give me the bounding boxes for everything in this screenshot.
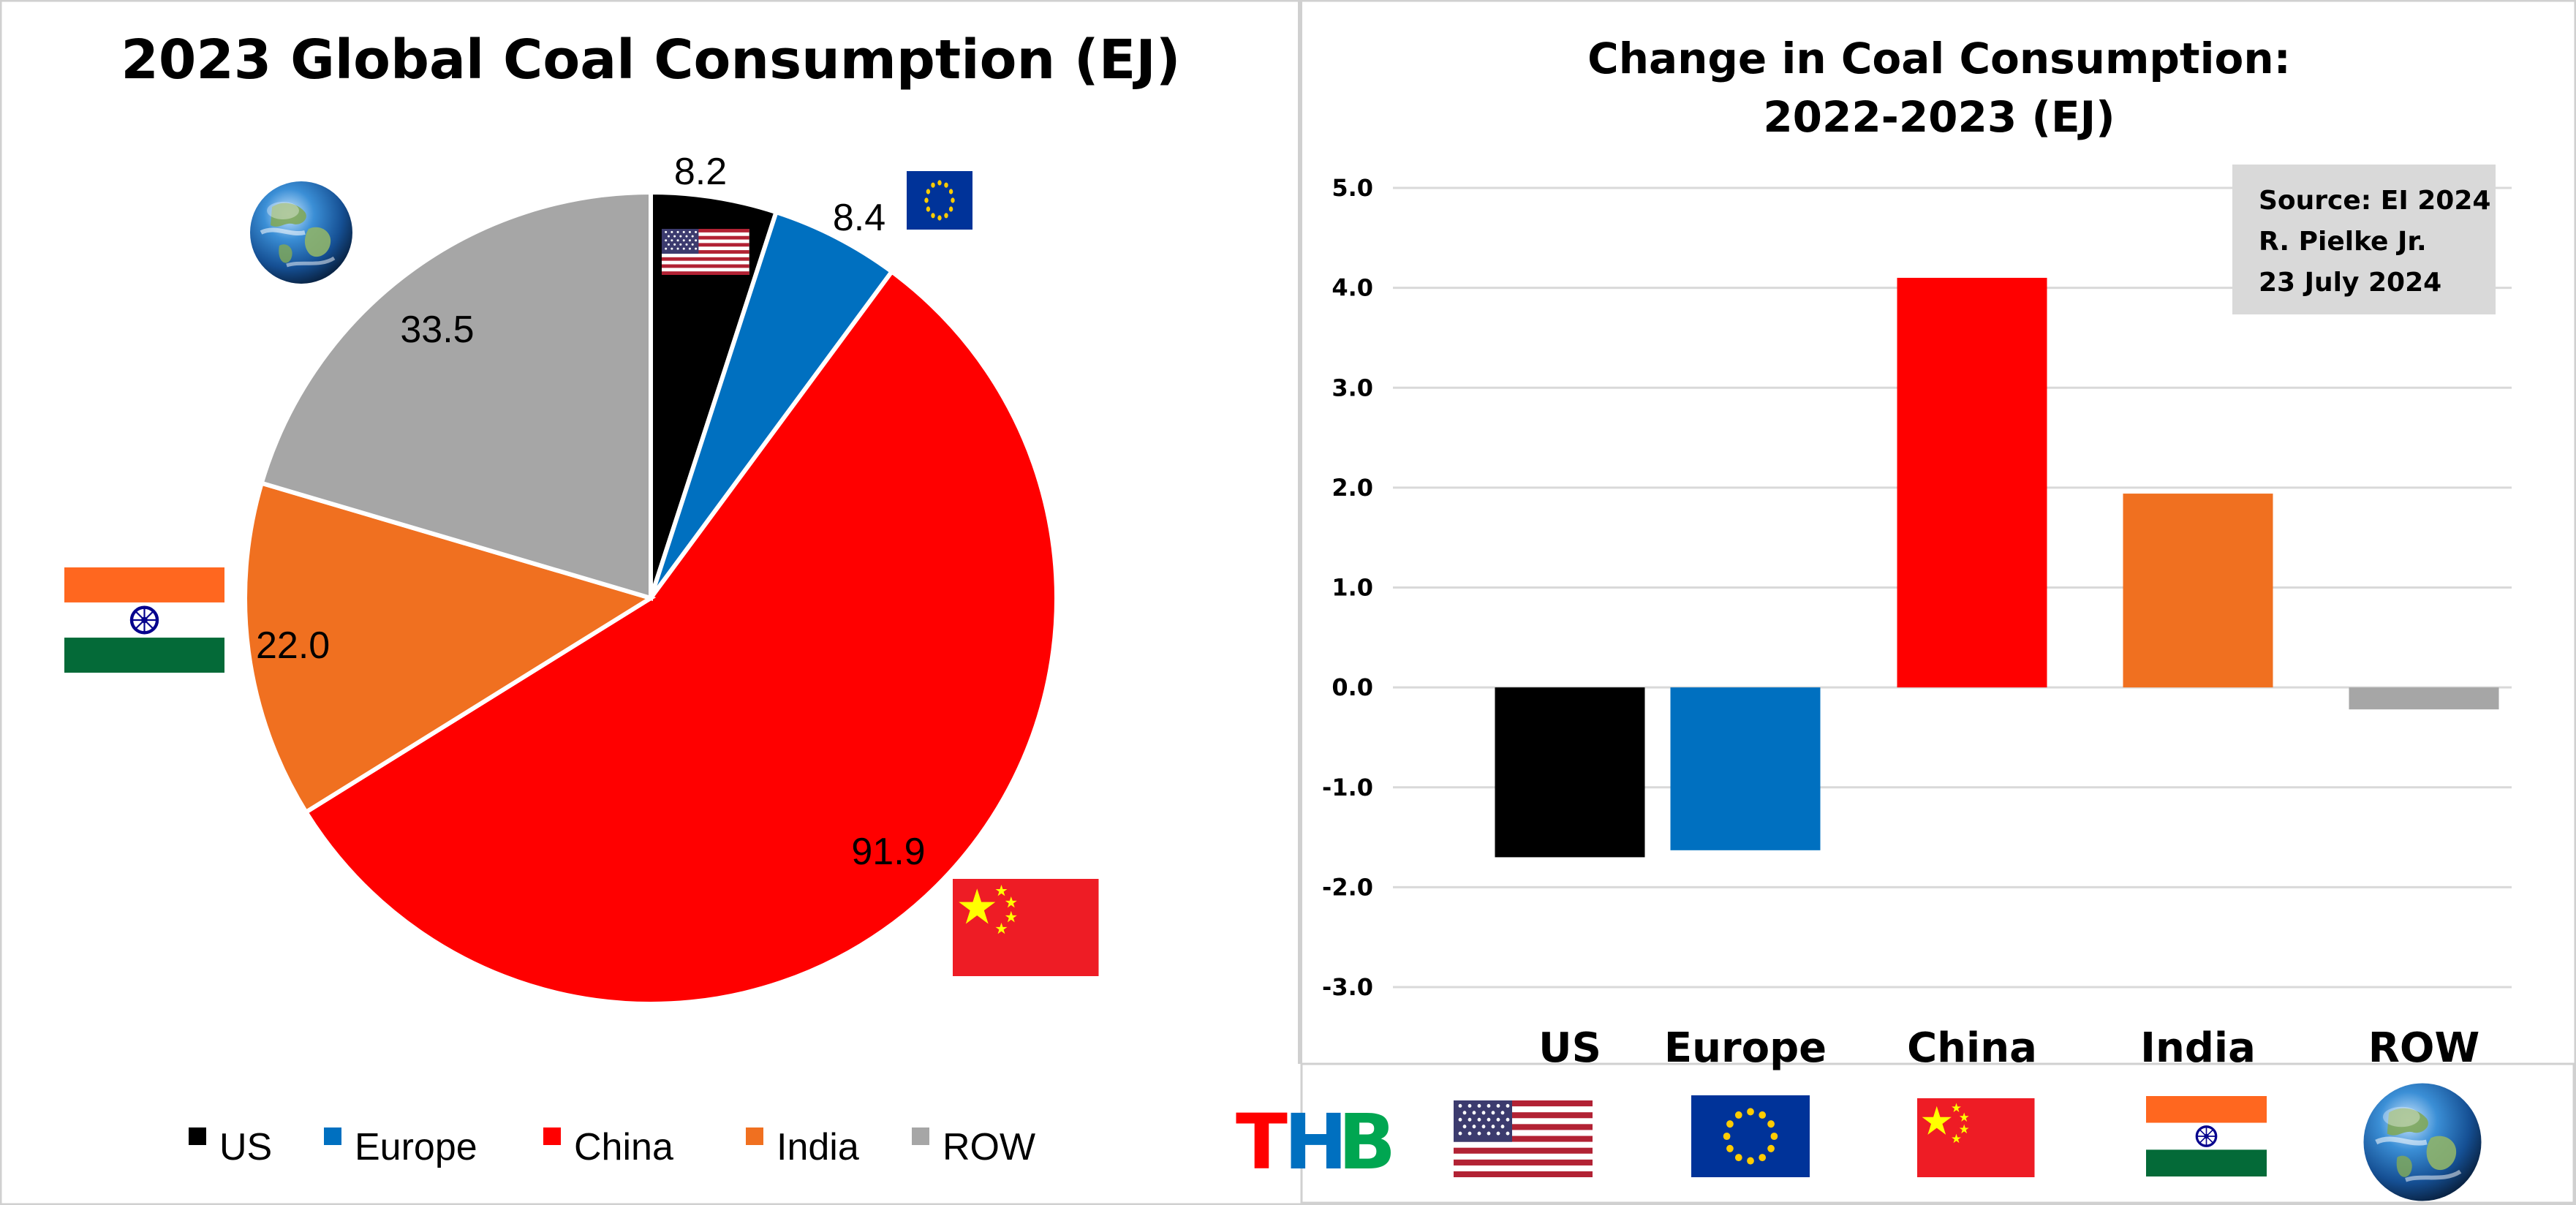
bar-india (2123, 494, 2273, 688)
source-line-3: 23 July 2024 (2259, 268, 2441, 298)
bar-series (1495, 277, 2499, 858)
legend-swatch-row (912, 1127, 929, 1145)
pie-slices-group (243, 189, 1059, 1006)
y-tick-label: 0.0 (1332, 673, 1373, 701)
bar-us (1495, 687, 1645, 858)
y-tick-label: 1.0 (1332, 574, 1373, 602)
india-flag-icon (2145, 1095, 2268, 1178)
globe-icon (2364, 1084, 2482, 1201)
bar-europe (1670, 687, 1821, 850)
y-tick-label: 3.0 (1332, 374, 1373, 401)
thb-logo-b: B (1338, 1098, 1396, 1187)
source-line-2: R. Pielke Jr. (2259, 227, 2427, 257)
thb-logo-h: H (1284, 1098, 1348, 1187)
bar-y-axis-ticks: 5.0 4.0 3.0 2.0 1.0 0.0 -1.0 -2.0 -3.0 (1322, 174, 1373, 1001)
pie-slice-row (259, 189, 653, 602)
legend-swatch-china (543, 1127, 561, 1145)
pie-label-china: 91.9 (851, 831, 925, 873)
china-flag-icon (953, 879, 1099, 976)
x-label-india: India (2140, 1024, 2256, 1072)
y-tick-label: -1.0 (1322, 774, 1373, 801)
thb-logo: T H B (1236, 1098, 1396, 1187)
pie-label-europe: 8.4 (833, 197, 885, 239)
y-tick-label: 5.0 (1332, 174, 1373, 202)
x-label-china: China (1907, 1024, 2037, 1072)
bar-row (2349, 687, 2499, 710)
y-tick-label: -3.0 (1322, 973, 1373, 1001)
y-tick-label: -2.0 (1322, 873, 1373, 901)
bar-china (1897, 277, 2047, 688)
china-flag-icon (1917, 1098, 2035, 1177)
globe-icon (250, 181, 352, 284)
x-label-europe: Europe (1664, 1024, 1827, 1072)
legend-label-china: China (574, 1126, 673, 1168)
y-tick-label: 4.0 (1332, 274, 1373, 302)
legend-label-row: ROW (943, 1126, 1035, 1168)
legend-label-us: US (219, 1126, 272, 1168)
bar-chart-title-line2: 2022-2023 (EJ) (1763, 92, 2115, 142)
pie-label-india: 22.0 (256, 624, 330, 667)
thb-logo-t: T (1236, 1098, 1288, 1187)
pie-slice-europe (649, 209, 895, 600)
legend-swatch-us (189, 1127, 206, 1145)
us-flag-icon (1454, 1100, 1593, 1177)
pie-label-us: 8.2 (674, 151, 727, 193)
y-tick-label: 2.0 (1332, 474, 1373, 502)
x-label-row: ROW (2368, 1024, 2480, 1072)
x-label-us: US (1538, 1024, 1601, 1072)
pie-legend: US Europe China India ROW (189, 1126, 1035, 1168)
eu-flag-icon (1691, 1095, 1810, 1177)
legend-swatch-europe (324, 1127, 341, 1145)
bar-chart-title-line1: Change in Coal Consumption: (1587, 34, 2291, 83)
legend-label-europe: Europe (355, 1126, 477, 1168)
pie-chart-title: 2023 Global Coal Consumption (EJ) (121, 29, 1180, 91)
pie-label-row: 33.5 (400, 309, 474, 351)
pie-slice-india (243, 480, 657, 815)
source-line-1: Source: EI 2024 (2259, 186, 2490, 216)
source-annotation-box (2232, 165, 2496, 314)
pie-slice-china (303, 268, 1059, 1006)
bar-x-axis-labels: US Europe China India ROW (1538, 1024, 2479, 1072)
legend-label-india: India (777, 1126, 859, 1168)
legend-swatch-india (746, 1127, 763, 1145)
us-flag-icon (662, 229, 749, 275)
pie-labels-group: 8.2 8.4 91.9 22.0 33.5 (256, 151, 926, 873)
india-flag-icon (64, 567, 224, 673)
eu-flag-icon (907, 171, 972, 230)
